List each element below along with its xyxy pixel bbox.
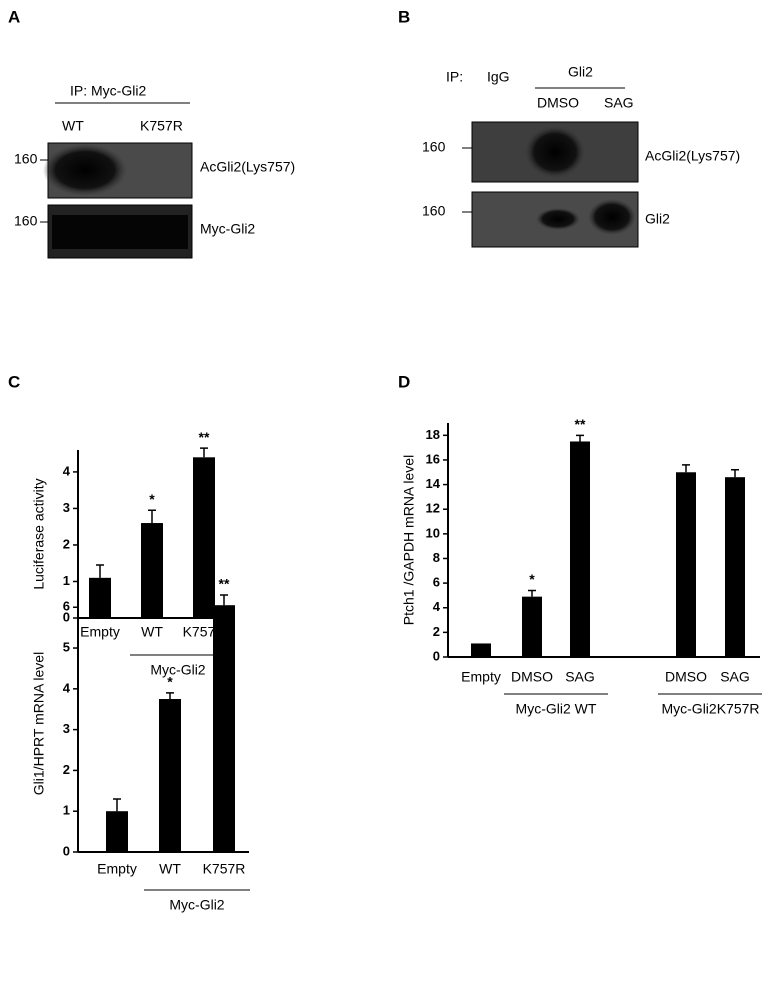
bar xyxy=(522,596,542,657)
significance: * xyxy=(529,571,535,587)
bar xyxy=(141,523,163,618)
mw-label: 160 xyxy=(14,213,38,229)
x-tick-label: WT xyxy=(159,861,181,877)
lane-label: DMSO xyxy=(537,95,579,111)
significance: ** xyxy=(219,576,230,592)
panel-label: B xyxy=(398,7,410,26)
y-tick-label: 5 xyxy=(63,639,70,654)
error-bar xyxy=(731,469,739,478)
y-tick-label: 8 xyxy=(433,550,440,565)
bar xyxy=(471,643,491,657)
y-tick-label: 4 xyxy=(63,463,71,478)
group-label: Myc-Gli2 WT xyxy=(516,701,597,717)
y-tick-label: 0 xyxy=(433,648,440,663)
bar xyxy=(106,811,128,852)
band xyxy=(588,199,636,235)
error-bar xyxy=(528,589,536,597)
group-label: Myc-Gli2 xyxy=(169,897,224,913)
x-tick-label: Empty xyxy=(80,624,120,640)
y-tick-label: 0 xyxy=(63,843,70,858)
error-bar xyxy=(113,798,121,812)
y-tick-label: 6 xyxy=(433,575,440,590)
band xyxy=(43,144,127,196)
significance: * xyxy=(167,674,173,690)
error-bar xyxy=(576,434,584,442)
lane-label: SAG xyxy=(604,95,634,111)
bar xyxy=(193,457,215,618)
error-bar xyxy=(200,447,208,458)
y-tick-label: 3 xyxy=(63,500,70,515)
error-bar xyxy=(148,509,156,524)
y-tick-label: 12 xyxy=(426,501,440,516)
y-tick-label: 6 xyxy=(63,599,70,614)
x-tick-label: DMSO xyxy=(511,669,553,685)
blot-name: AcGli2(Lys757) xyxy=(645,148,740,164)
y-tick-label: 14 xyxy=(426,476,441,491)
x-tick-label: SAG xyxy=(565,669,595,685)
blot-name: Myc-Gli2 xyxy=(200,221,255,237)
x-tick-label: SAG xyxy=(720,669,750,685)
group-label: Myc-Gli2 xyxy=(150,662,205,678)
blot-name: Gli2 xyxy=(645,211,670,227)
y-tick-label: 2 xyxy=(63,536,70,551)
bar xyxy=(89,577,111,618)
x-tick-label: WT xyxy=(141,624,163,640)
y-axis-label: Luciferase activity xyxy=(31,478,47,589)
significance: ** xyxy=(575,416,586,432)
panel-label: D xyxy=(398,372,410,391)
error-bar xyxy=(96,564,104,578)
x-tick-label: Empty xyxy=(461,669,501,685)
y-tick-label: 1 xyxy=(63,573,70,588)
lane-label: K757R xyxy=(140,118,183,134)
x-tick-label: K757R xyxy=(203,861,246,877)
error-bar xyxy=(682,464,690,473)
y-tick-label: 16 xyxy=(426,451,440,466)
antibody-label: Gli2 xyxy=(568,64,593,80)
y-tick-label: 2 xyxy=(63,762,70,777)
bar xyxy=(159,699,181,852)
panel-label: C xyxy=(8,372,20,391)
y-tick-label: 4 xyxy=(433,599,441,614)
x-tick-label: DMSO xyxy=(665,669,707,685)
blot-name: AcGli2(Lys757) xyxy=(200,159,295,175)
y-tick-label: 1 xyxy=(63,803,70,818)
y-axis-label: Ptch1 /GAPDH mRNA level xyxy=(401,455,417,625)
lane-label: WT xyxy=(62,118,84,134)
ip-label: IP: xyxy=(446,69,463,85)
band xyxy=(536,208,580,230)
significance: * xyxy=(149,491,155,507)
lane-label: IgG xyxy=(487,69,510,85)
y-tick-label: 2 xyxy=(433,624,440,639)
y-tick-label: 0 xyxy=(63,609,70,624)
bar xyxy=(725,477,745,657)
mw-label: 160 xyxy=(14,151,38,167)
y-tick-label: 18 xyxy=(426,427,440,442)
error-bar xyxy=(220,594,228,606)
mw-label: 160 xyxy=(422,203,446,219)
panel-label: A xyxy=(8,7,20,26)
error-bar xyxy=(166,692,174,700)
x-tick-label: Empty xyxy=(97,861,137,877)
y-tick-label: 4 xyxy=(63,680,71,695)
mw-label: 160 xyxy=(422,139,446,155)
significance: ** xyxy=(199,429,210,445)
band xyxy=(525,126,585,178)
ip-label: IP: Myc-Gli2 xyxy=(70,83,146,99)
band xyxy=(52,215,188,249)
y-axis-label: Gli1/HPRT mRNA level xyxy=(31,652,47,795)
y-tick-label: 10 xyxy=(426,525,440,540)
bar xyxy=(676,472,696,657)
group-label: Myc-Gli2K757R xyxy=(661,701,759,717)
bar xyxy=(570,441,590,657)
y-tick-label: 3 xyxy=(63,721,70,736)
bar xyxy=(213,605,235,852)
